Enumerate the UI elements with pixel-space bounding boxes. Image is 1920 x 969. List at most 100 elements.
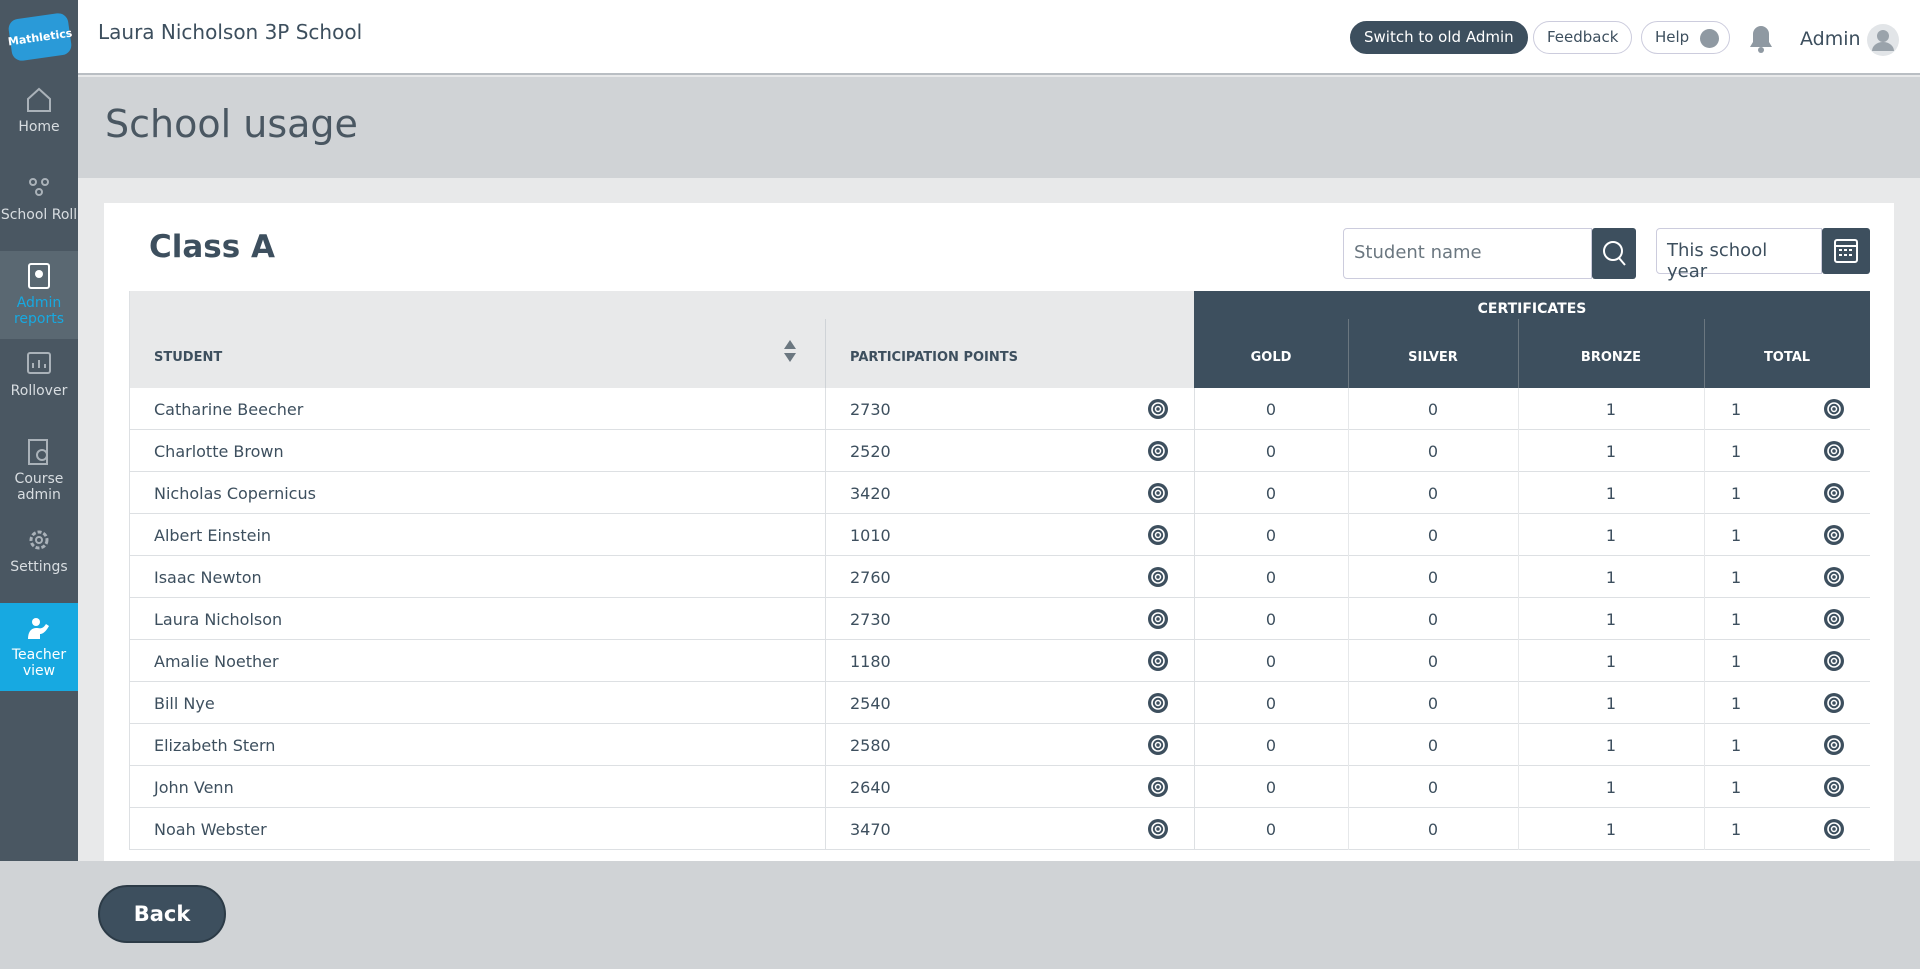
cert-count: 0	[1265, 651, 1277, 671]
divider	[1704, 319, 1705, 388]
email-icon[interactable]	[1823, 398, 1845, 420]
email-icon[interactable]	[1147, 692, 1169, 714]
col-line	[1518, 472, 1519, 514]
email-icon[interactable]	[1147, 566, 1169, 588]
nav-item[interactable]: Course admin	[0, 427, 78, 515]
points: 2580	[850, 735, 891, 755]
nav-icon	[29, 178, 49, 196]
row-line	[129, 765, 1870, 766]
row-line	[129, 723, 1870, 724]
cert-count: 1	[1605, 651, 1617, 671]
calendar-button[interactable]	[1822, 228, 1870, 274]
avatar[interactable]	[1866, 23, 1900, 57]
col-line	[1704, 556, 1705, 598]
email-icon[interactable]	[1147, 734, 1169, 756]
cert-count: 0	[1265, 735, 1277, 755]
email-icon[interactable]	[1823, 776, 1845, 798]
back-button[interactable]: Back	[98, 885, 226, 943]
email-icon[interactable]	[1823, 734, 1845, 756]
email-icon[interactable]	[1147, 524, 1169, 546]
cert-count: 0	[1265, 525, 1277, 545]
col-line	[1348, 598, 1349, 640]
header-button[interactable]: Feedback	[1533, 21, 1633, 54]
student-name: John Venn	[154, 777, 234, 797]
col-line	[1704, 598, 1705, 640]
col-line	[1348, 430, 1349, 472]
nav-item[interactable]: School Roll	[0, 163, 78, 251]
divider	[1518, 319, 1519, 388]
points: 2540	[850, 693, 891, 713]
sort-icon[interactable]	[783, 339, 797, 363]
email-icon[interactable]	[1147, 440, 1169, 462]
cert-total: 1	[1731, 693, 1742, 713]
row-line	[129, 555, 1870, 556]
email-icon[interactable]	[1147, 608, 1169, 630]
email-icon[interactable]	[1147, 482, 1169, 504]
col-line	[1518, 724, 1519, 766]
row-line	[129, 429, 1870, 430]
nav-item[interactable]: Teacher view	[0, 603, 78, 691]
email-icon[interactable]	[1147, 818, 1169, 840]
col-line	[1518, 808, 1519, 850]
col-line	[1194, 472, 1195, 514]
email-icon[interactable]	[1823, 650, 1845, 672]
cert-count: 0	[1427, 525, 1439, 545]
col-line	[1194, 598, 1195, 640]
column-header: SILVER	[1408, 350, 1458, 365]
col-line	[825, 388, 826, 430]
col-line	[1704, 682, 1705, 724]
email-icon[interactable]	[1823, 608, 1845, 630]
col-line	[1348, 514, 1349, 556]
row-line	[129, 513, 1870, 514]
period-select[interactable]: This school year	[1656, 228, 1822, 282]
bell-icon[interactable]	[1748, 24, 1774, 54]
search-input[interactable]: Student name	[1343, 228, 1592, 279]
email-icon[interactable]	[1147, 398, 1169, 420]
help-icon[interactable]	[1700, 29, 1720, 48]
nav-label: Admin reports	[13, 295, 65, 327]
email-icon[interactable]	[1823, 524, 1845, 546]
student-name: Elizabeth Stern	[154, 735, 276, 755]
header-button[interactable]: Switch to old Admin	[1350, 21, 1528, 54]
col-line	[1704, 514, 1705, 556]
student-name: Catharine Beecher	[154, 399, 304, 419]
email-icon[interactable]	[1823, 818, 1845, 840]
nav-item[interactable]: Settings	[0, 515, 78, 603]
certificates-header	[1194, 291, 1870, 388]
col-line	[1704, 724, 1705, 766]
col-line	[1518, 598, 1519, 640]
cert-count: 0	[1427, 693, 1439, 713]
nav-item[interactable]: Rollover	[0, 339, 78, 427]
header-button[interactable]: Help	[1641, 21, 1731, 54]
col-line	[1518, 556, 1519, 598]
nav-item[interactable]: Home	[0, 75, 78, 163]
email-icon[interactable]	[1147, 776, 1169, 798]
col-line	[1518, 640, 1519, 682]
cert-count: 1	[1605, 693, 1617, 713]
user-name[interactable]: Admin	[1800, 28, 1861, 50]
nav-icon	[27, 352, 51, 374]
col-line	[1194, 556, 1195, 598]
cert-count: 0	[1265, 819, 1277, 839]
email-icon[interactable]	[1147, 650, 1169, 672]
cert-total: 1	[1731, 525, 1742, 545]
search-button[interactable]	[1592, 228, 1636, 279]
cert-count: 1	[1605, 609, 1617, 629]
nav-icon	[28, 263, 50, 289]
nav-icon	[29, 530, 49, 550]
email-icon[interactable]	[1823, 482, 1845, 504]
email-icon[interactable]	[1823, 440, 1845, 462]
cert-count: 1	[1605, 777, 1617, 797]
logo[interactable]: Mathletics	[7, 12, 73, 62]
col-line	[1194, 808, 1195, 850]
cert-count: 0	[1265, 399, 1277, 419]
points: 1010	[850, 525, 891, 545]
email-icon[interactable]	[1823, 692, 1845, 714]
col-line	[1704, 388, 1705, 430]
nav-item[interactable]: Admin reports	[0, 251, 78, 339]
col-line	[825, 472, 826, 514]
cert-count: 0	[1427, 609, 1439, 629]
nav-icon	[28, 618, 49, 639]
email-icon[interactable]	[1823, 566, 1845, 588]
cert-total: 1	[1731, 567, 1742, 587]
